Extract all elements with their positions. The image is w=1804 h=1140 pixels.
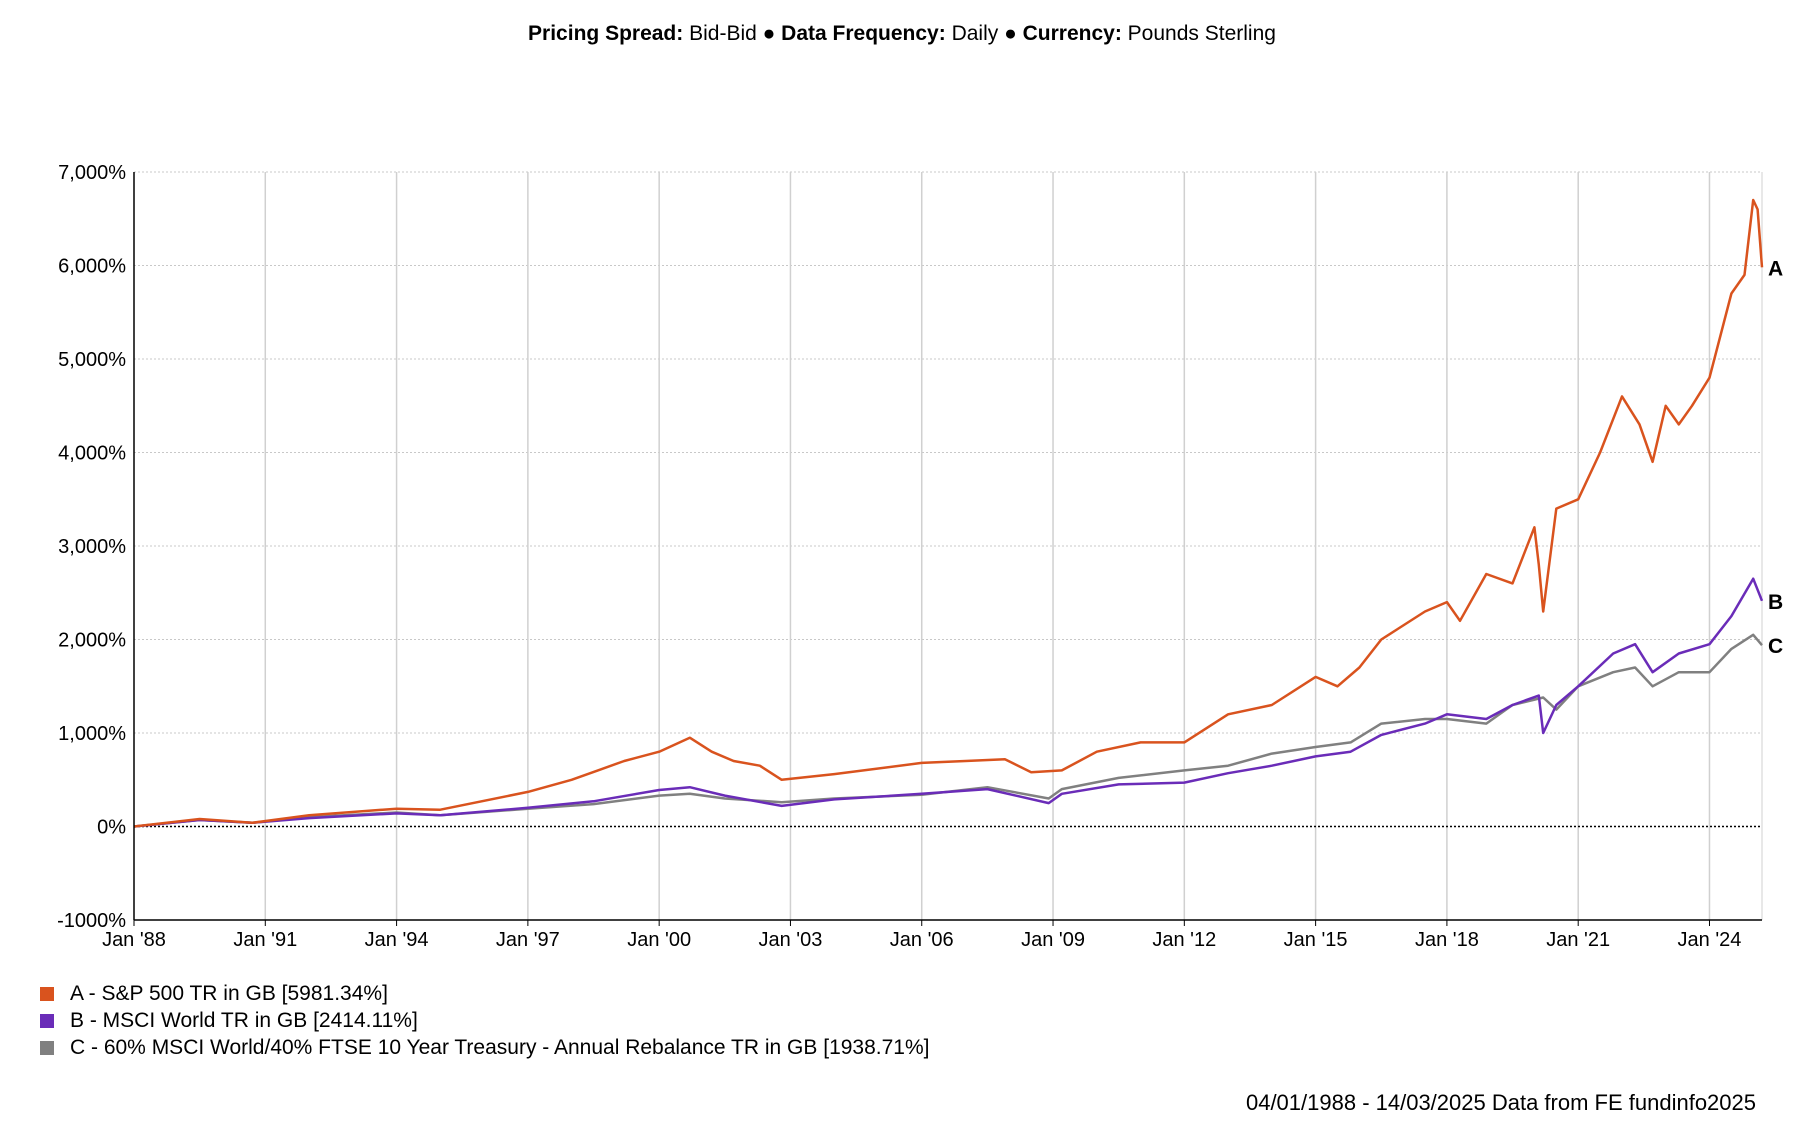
chart-header: Pricing Spread: Bid-Bid ● Data Frequency… (0, 22, 1804, 46)
series-lines (133, 198, 1764, 828)
x-tick-label: Jan '00 (627, 929, 691, 951)
pricing-spread-value: Bid-Bid (689, 22, 757, 45)
header-separator: ● (1004, 22, 1017, 45)
x-tick-label: Jan '12 (1152, 929, 1216, 951)
y-tick-label: 3,000% (58, 536, 126, 558)
legend-label-b: B - MSCI World TR in GB [2414.11%] (70, 1009, 418, 1032)
y-tick-label: 4,000% (58, 443, 126, 465)
header-separator: ● (762, 22, 776, 45)
source-note: 04/01/1988 - 14/03/2025 Data from FE fun… (1245, 1090, 1756, 1115)
grid (134, 171, 1763, 921)
currency-value: Pounds Sterling (1127, 22, 1276, 45)
end-label-a: A (1768, 257, 1783, 280)
end-label-b: B (1768, 591, 1783, 614)
data-frequency-value: Daily (951, 22, 999, 45)
y-tick-label: 2,000% (58, 630, 126, 652)
x-tick-label: Jan '24 (1678, 929, 1742, 951)
legend-swatch-b (40, 1013, 54, 1028)
x-tick-label: Jan '09 (1021, 929, 1085, 951)
legend-label-c: C - 60% MSCI World/40% FTSE 10 Year Trea… (70, 1036, 930, 1059)
data-frequency-label: Data Frequency: (781, 22, 946, 45)
x-tick-label: Jan '06 (890, 929, 954, 951)
axes (133, 172, 1762, 926)
x-tick-label: Jan '15 (1284, 929, 1348, 951)
y-tick-label: 5,000% (58, 349, 126, 371)
pricing-spread-label: Pricing Spread: (528, 22, 684, 45)
performance-chart: -1000% 0% 1,000% 2,000% 3,000% 4,000% 5,000% 6,… (57, 162, 1783, 951)
y-tick-label: -1000% (57, 910, 126, 932)
y-tick-label: 0% (97, 817, 126, 839)
x-tick-label: Jan '03 (759, 929, 823, 951)
x-tick-label: Jan '91 (233, 929, 297, 951)
x-tick-label: Jan '97 (496, 929, 560, 951)
x-tick-label: Jan '88 (102, 929, 166, 951)
x-tick-label: Jan '18 (1415, 929, 1479, 951)
legend-item-b: B - MSCI World TR in GB [2414.11%] (40, 1007, 929, 1034)
y-tick-label: 1,000% (58, 723, 126, 745)
legend-swatch-a (40, 986, 54, 1001)
legend-item-c: C - 60% MSCI World/40% FTSE 10 Year Trea… (40, 1034, 929, 1061)
series-line-c (133, 633, 1763, 828)
legend-label-a: A - S&P 500 TR in GB [5981.34%] (70, 982, 388, 1005)
series-line-a (133, 198, 1764, 828)
y-tick-label: 6,000% (58, 256, 126, 278)
legend-item-a: A - S&P 500 TR in GB [5981.34%] (40, 980, 929, 1007)
x-tick-label: Jan '94 (365, 929, 429, 951)
x-tick-label: Jan '21 (1546, 929, 1610, 951)
end-label-c: C (1768, 635, 1783, 658)
legend: A - S&P 500 TR in GB [5981.34%] B - MSCI… (40, 980, 929, 1061)
series-line-b (133, 577, 1764, 828)
currency-label: Currency: (1022, 22, 1122, 45)
y-tick-label: 7,000% (58, 162, 126, 184)
legend-swatch-c (40, 1040, 54, 1055)
axis-labels: -1000% 0% 1,000% 2,000% 3,000% 4,000% 5,000% 6,… (57, 162, 1783, 951)
